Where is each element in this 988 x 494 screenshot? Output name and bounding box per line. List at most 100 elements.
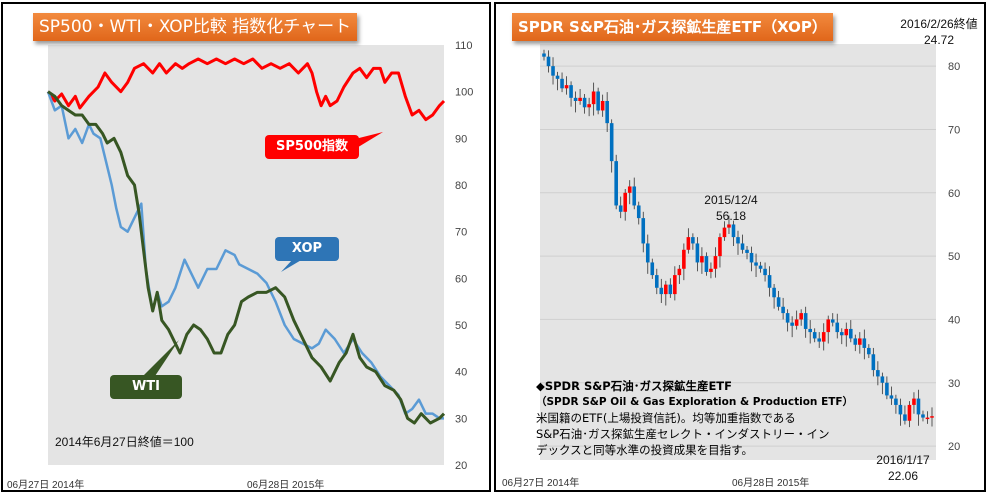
- candle-body: [654, 275, 659, 288]
- candle-body: [794, 319, 799, 326]
- candle-body: [844, 328, 849, 336]
- peak-value: 56.18: [715, 209, 747, 223]
- candle-body: [916, 398, 921, 415]
- candle-body: [713, 256, 718, 269]
- x-tick-label: 06月27日 2014年: [502, 478, 580, 489]
- candle-body: [659, 287, 664, 295]
- y-tick-label: 50: [948, 251, 960, 263]
- candle-body: [551, 66, 555, 76]
- candle-body: [605, 100, 609, 124]
- candle-body: [754, 262, 758, 266]
- candle-body: [609, 123, 614, 162]
- candle-body: [582, 97, 587, 108]
- y-tick-label: 70: [948, 124, 960, 136]
- candle-body: [596, 91, 600, 111]
- candle-body: [560, 78, 564, 89]
- last-close-date: 2016/2/26終値: [900, 17, 978, 31]
- candle-body: [925, 417, 930, 420]
- y-tick-label: 80: [948, 61, 960, 73]
- last-close-value: 24.72: [923, 33, 955, 47]
- desc-line: 米国籍のETF(上場投資信託)。均等加重指数である: [536, 411, 796, 425]
- x-tick-label: 06月28日 2015年: [247, 480, 325, 491]
- candle-body: [812, 332, 817, 339]
- candle-body: [821, 332, 826, 342]
- candle-body: [722, 227, 727, 238]
- candle-body: [727, 224, 731, 228]
- candle-body: [686, 237, 691, 250]
- candle-body: [889, 395, 894, 399]
- candle-body: [564, 85, 569, 89]
- plot-area: [48, 45, 444, 465]
- candle-body: [664, 284, 668, 295]
- candle-body: [623, 192, 628, 212]
- candle-body: [650, 262, 655, 276]
- candle-body: [921, 414, 925, 418]
- candle-body: [907, 404, 912, 421]
- index-line-chart: 20 30 40 50 60 70 80 90 100 110: [46, 40, 473, 472]
- y-tick-label: 30: [455, 413, 467, 425]
- candle-body: [772, 287, 776, 298]
- candle-body: [758, 265, 763, 269]
- candle-body: [803, 313, 808, 329]
- desc-subtitle: （SPDR S&P Oil & Gas Exploration & Produc…: [536, 396, 854, 408]
- candle-body: [790, 322, 794, 326]
- x-tick-label: 06月28日 2015年: [732, 478, 810, 489]
- candle-body: [912, 398, 916, 405]
- candle-body: [781, 306, 785, 314]
- candle-body: [636, 205, 641, 219]
- candle-body: [749, 252, 754, 263]
- y-tick-label: 40: [948, 314, 960, 326]
- low-annotation: 2016/1/17 22.06: [868, 452, 938, 484]
- candle-body: [903, 414, 907, 421]
- candle-body: [776, 297, 781, 307]
- candle-body: [880, 376, 885, 383]
- series-line-wti: [47, 90, 446, 425]
- candle-body: [632, 186, 637, 206]
- xop-callout: XOP: [275, 237, 339, 261]
- y-tick-label: 60: [948, 188, 960, 200]
- y-tick-label: 100: [455, 87, 473, 99]
- candle-body: [898, 404, 903, 415]
- candle-body: [673, 275, 677, 295]
- desc-title: ◆SPDR S&P石油･ガス探鉱生産ETF: [536, 379, 733, 393]
- candle-body: [894, 398, 898, 405]
- candle-body: [677, 268, 682, 276]
- candle-body: [858, 338, 862, 345]
- sp500-callout: SP500指数: [265, 135, 359, 159]
- candle-body: [682, 249, 686, 269]
- candle-body: [871, 354, 876, 371]
- candle-body: [695, 243, 700, 263]
- y-tick-label: 20: [455, 460, 467, 472]
- xop-callout-pointer: [281, 259, 303, 272]
- candle-body: [618, 205, 623, 212]
- candle-body: [700, 256, 704, 263]
- x-tick-label: 06月27日 2014年: [7, 480, 85, 491]
- candle-body: [930, 416, 934, 418]
- y-tick-label: 30: [948, 378, 960, 390]
- candle-body: [817, 338, 822, 342]
- xop-candlestick-chart: 20 30 40 50 60 70 80: [540, 44, 960, 460]
- right-chart-title: SPDR S&P石油･ガス探鉱生産ETF（XOP）: [512, 13, 833, 41]
- candle-body: [763, 268, 767, 276]
- candle-body: [614, 161, 618, 206]
- candle-body: [569, 85, 573, 98]
- candle-body: [839, 332, 844, 336]
- candle-body: [808, 328, 812, 333]
- last-close-annotation: 2016/2/26終値 24.72: [896, 16, 982, 48]
- candle-body: [555, 75, 560, 79]
- candle-body: [668, 284, 673, 295]
- y-tick-label: 70: [455, 227, 467, 239]
- y-tick-label: 80: [455, 180, 467, 192]
- desc-line: S&P石油･ガス探鉱生産セレクト・インダストリー・イン: [536, 427, 830, 441]
- candle-body: [745, 249, 749, 253]
- candle-body: [591, 91, 596, 105]
- peak-annotation: 2015/12/4 56.18: [696, 192, 766, 224]
- right-chart-panel: 20 30 40 50 60 70 80 SPDR S&P石油･ガス探鉱生産ETF（XOP）…: [494, 2, 986, 492]
- y-tick-label: 110: [455, 40, 473, 52]
- y-tick-label: 60: [455, 273, 467, 285]
- candle-body: [691, 237, 695, 244]
- candle-body: [546, 56, 551, 67]
- candle-body: [853, 338, 858, 345]
- y-tick-label: 50: [455, 320, 467, 332]
- low-date: 2016/1/17: [876, 453, 930, 467]
